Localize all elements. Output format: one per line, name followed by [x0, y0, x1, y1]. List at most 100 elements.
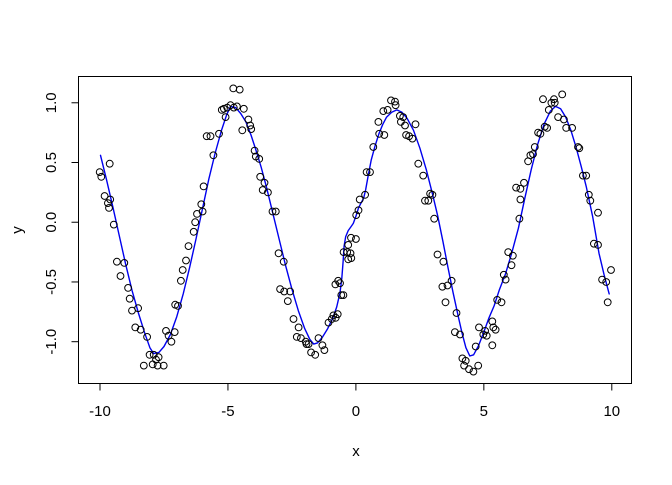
data-point: [558, 90, 567, 99]
data-point: [307, 348, 316, 357]
data-point: [354, 206, 363, 215]
data-point: [499, 270, 508, 279]
data-point: [333, 310, 342, 319]
data-point: [355, 195, 364, 204]
data-point: [343, 248, 352, 257]
data-point: [411, 120, 420, 129]
data-point: [167, 337, 176, 346]
data-point: [508, 251, 517, 260]
data-point: [177, 276, 185, 285]
data-point: [100, 192, 109, 200]
data-point: [286, 287, 295, 296]
data-point: [460, 361, 469, 370]
data-point: [329, 311, 338, 320]
data-point: [134, 304, 143, 313]
data-point: [520, 178, 528, 187]
data-point: [461, 356, 470, 365]
data-point: [170, 328, 179, 337]
data-point: [493, 296, 502, 304]
x-tick-label: -10: [89, 403, 111, 420]
y-tick-label: 0.0: [43, 212, 60, 233]
data-point: [401, 121, 409, 130]
data-point: [456, 330, 464, 339]
data-point: [574, 143, 582, 151]
data-point: [280, 287, 289, 296]
data-point: [238, 126, 247, 135]
data-point: [568, 124, 576, 132]
data-point: [339, 291, 348, 300]
data-point: [105, 204, 113, 212]
data-point: [424, 196, 433, 205]
data-point: [479, 330, 488, 339]
data-point: [594, 208, 602, 217]
data-point: [191, 218, 200, 227]
y-tick-label: 1.0: [43, 92, 60, 113]
data-point: [396, 112, 404, 120]
data-point: [447, 276, 456, 285]
data-point: [320, 346, 329, 355]
data-point: [438, 282, 447, 291]
data-point: [428, 190, 437, 199]
data-point: [507, 261, 516, 270]
data-point: [369, 143, 378, 151]
data-point: [292, 333, 301, 341]
data-point: [184, 242, 193, 251]
data-point: [584, 190, 593, 199]
data-point: [318, 341, 327, 350]
data-point: [260, 178, 269, 187]
data-point: [199, 182, 208, 191]
data-point: [289, 315, 298, 323]
data-point: [451, 328, 459, 337]
data-point: [283, 297, 292, 306]
data-point: [469, 367, 478, 376]
data-point: [276, 285, 285, 294]
data-point: [136, 325, 145, 334]
data-point: [607, 266, 615, 274]
data-point: [174, 302, 182, 310]
data-point: [543, 124, 551, 132]
data-point: [550, 98, 559, 107]
data-point: [366, 168, 374, 177]
data-point: [489, 323, 498, 332]
data-point: [258, 186, 267, 194]
data-point: [598, 275, 606, 284]
data-point: [334, 276, 343, 285]
data-point: [516, 195, 525, 204]
data-point: [113, 257, 121, 266]
data-point: [189, 227, 198, 236]
data-point: [482, 331, 491, 340]
data-point: [116, 272, 125, 280]
data-point: [143, 333, 152, 341]
y-tick-label: 0.5: [43, 152, 60, 173]
data-point: [109, 220, 118, 229]
data-point: [590, 239, 598, 248]
data-point: [311, 350, 320, 359]
data-point: [550, 95, 558, 104]
data-point: [202, 132, 211, 141]
data-point: [264, 188, 272, 197]
data-point: [198, 207, 207, 216]
data-point: [235, 85, 244, 94]
data-point: [544, 106, 553, 114]
x-tick-label: 0: [352, 403, 360, 420]
data-point: [408, 134, 417, 143]
data-point: [414, 159, 423, 168]
data-point: [106, 195, 115, 204]
data-point: [488, 341, 497, 350]
data-point: [182, 256, 190, 265]
data-point: [352, 211, 361, 220]
data-point: [387, 96, 395, 105]
data-point: [271, 207, 280, 216]
data-point: [452, 309, 461, 317]
data-point: [233, 102, 241, 111]
data-point: [197, 200, 206, 209]
data-point: [515, 214, 524, 223]
data-point: [421, 196, 429, 205]
data-point: [239, 104, 248, 113]
data-point: [314, 334, 323, 343]
data-point: [206, 132, 215, 141]
data-point: [391, 101, 400, 110]
data-point: [391, 97, 399, 106]
data-point: [560, 115, 568, 124]
data-point: [352, 235, 360, 243]
